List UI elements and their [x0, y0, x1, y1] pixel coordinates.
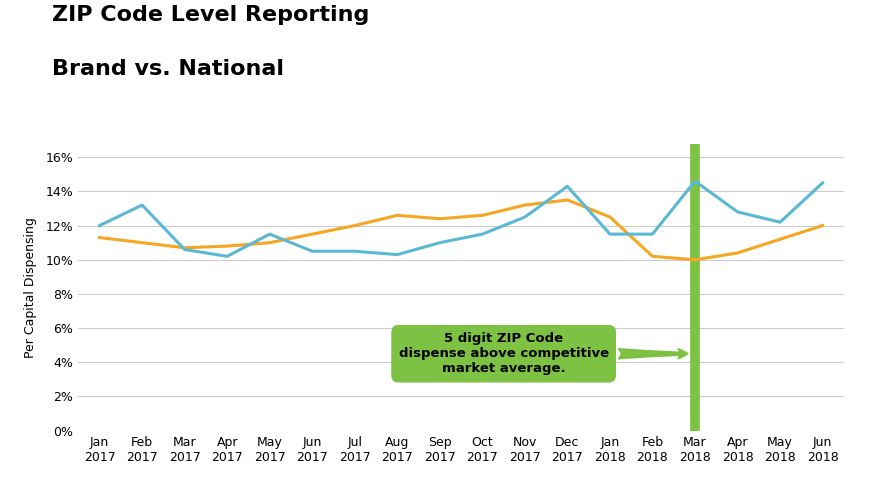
- Text: 5 digit ZIP Code
dispense above competitive
market average.: 5 digit ZIP Code dispense above competit…: [398, 332, 687, 375]
- Text: ZIP Code Level Reporting: ZIP Code Level Reporting: [52, 5, 369, 25]
- Text: Brand vs. National: Brand vs. National: [52, 59, 284, 79]
- Y-axis label: Per Capital Dispensing: Per Capital Dispensing: [24, 217, 37, 357]
